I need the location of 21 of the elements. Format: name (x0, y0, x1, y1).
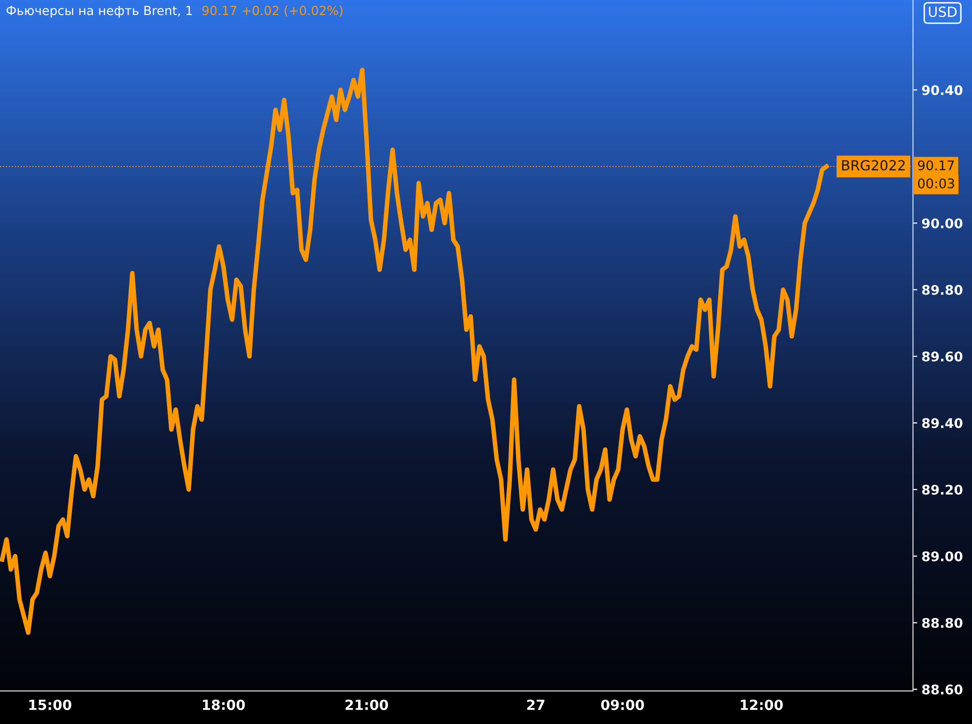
x-tick-label: 18:00 (202, 700, 245, 710)
y-tick-label: 89.40 (922, 418, 962, 428)
text: BRG2022 (842, 160, 905, 171)
y-tick-label: 88.80 (922, 618, 962, 628)
x-tick-label: 12:00 (740, 700, 783, 710)
chart-subtitle: 90.17 +0.02 (+0.02%) (202, 6, 342, 17)
x-tick-label: 27 (527, 700, 544, 710)
y-tick-label: 89.60 (922, 352, 962, 362)
y-tick-label: 90.40 (922, 85, 962, 96)
y-tick-label: 89.80 (922, 284, 962, 295)
text: USD (928, 6, 957, 18)
ref-line-label: 90.17 (918, 160, 954, 170)
text: 00:03 (918, 178, 954, 188)
y-tick-label: 90.00 (922, 218, 962, 228)
x-tick-label: 15:00 (29, 700, 72, 710)
chart-title: Фьючерсы на нефть Brent, 1 (6, 6, 192, 18)
x-tick-label: 21:00 (346, 700, 388, 710)
y-tick-label: 89.00 (922, 551, 962, 562)
x-tick-label: 09:00 (601, 700, 644, 710)
y-tick-label: 88.60 (922, 684, 962, 695)
y-tick-label: 89.20 (922, 484, 962, 495)
